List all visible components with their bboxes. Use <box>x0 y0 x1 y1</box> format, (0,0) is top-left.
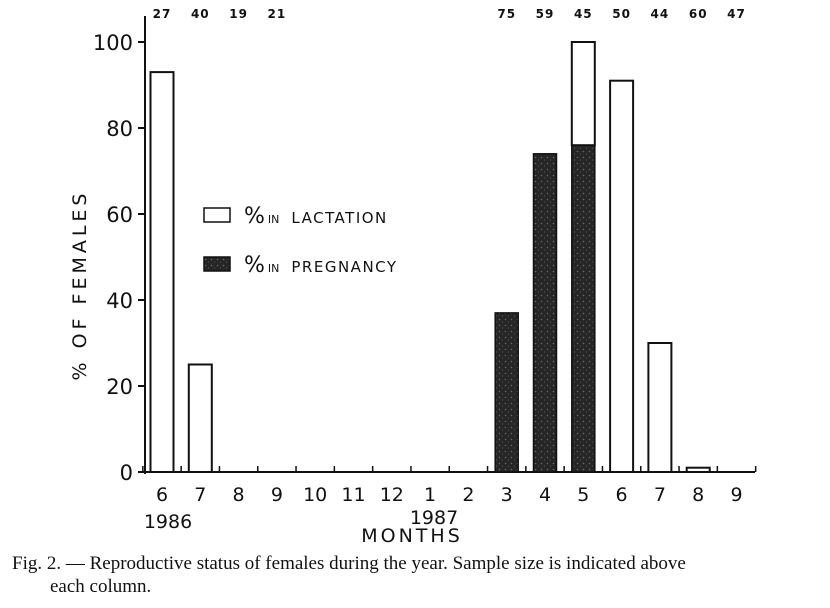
sample-size-label: 75 <box>497 7 516 21</box>
caption-line-1: Fig. 2. — Reproductive status of females… <box>12 553 686 574</box>
x-tick-label: 4 <box>539 484 551 506</box>
bar-lactation <box>647 342 673 473</box>
x-axis-title: MONTHS <box>361 525 463 547</box>
sample-size-label: 47 <box>727 7 746 21</box>
y-axis: 0 20 40 60 80 100 <box>93 16 146 485</box>
sample-size-label: 59 <box>536 7 555 21</box>
bar-lactation <box>149 71 175 473</box>
x-tick-label: 11 <box>341 484 365 506</box>
bar-pregnancy <box>571 144 596 473</box>
x-tick-label: 1 <box>424 484 436 506</box>
legend-label: % IN PREGNANCY <box>244 253 398 278</box>
y-axis-title: % OF FEMALES <box>69 190 91 381</box>
x-tick-label: 7 <box>194 484 206 506</box>
x-tick-label: 7 <box>654 484 666 506</box>
y-tick-label: 40 <box>106 289 133 313</box>
sample-size-label: 21 <box>268 7 287 21</box>
x-tick-label: 6 <box>156 484 168 506</box>
bar-lactation <box>187 363 213 473</box>
y-tick-label: 80 <box>106 117 133 141</box>
sample-size-label: 50 <box>612 7 631 21</box>
y-tick-label: 60 <box>106 203 133 227</box>
y-tick-label: 20 <box>106 375 133 399</box>
x-tick-label: 12 <box>380 484 404 506</box>
sample-size-label: 27 <box>153 7 172 21</box>
sample-size-label: 40 <box>191 7 210 21</box>
x-tick-label: 10 <box>303 484 327 506</box>
sample-size-label: 60 <box>689 7 708 21</box>
y-tick-label: 0 <box>120 461 133 485</box>
sample-size-label: 45 <box>574 7 593 21</box>
bar-lactation <box>685 466 711 474</box>
year-label: 1986 <box>144 511 192 533</box>
sample-size-label: 44 <box>651 7 670 21</box>
x-tick-label: 9 <box>271 484 283 506</box>
bars <box>149 41 711 474</box>
bar-pregnancy <box>494 312 519 473</box>
x-tick-label: 3 <box>501 484 513 506</box>
bar-pregnancy <box>532 153 558 473</box>
sample-size-label: 19 <box>229 7 248 21</box>
x-tick-label: 2 <box>462 484 474 506</box>
x-tick-label: 5 <box>577 484 589 506</box>
legend-swatch-lactation <box>203 207 231 223</box>
year-label: 1987 <box>410 507 458 529</box>
x-tick-label: 6 <box>616 484 628 506</box>
bar-lactation <box>570 41 596 147</box>
bar-lactation <box>609 79 635 473</box>
x-tick-label: 8 <box>233 484 245 506</box>
x-tick-label: 9 <box>730 484 742 506</box>
sample-size-labels: 27 40 19 21 75 59 45 50 44 60 47 <box>153 7 746 21</box>
legend: % IN LACTATION % IN PREGNANCY <box>203 204 398 278</box>
y-tick-label: 100 <box>93 31 133 55</box>
legend-label: % IN LACTATION <box>244 204 388 229</box>
x-tick-label: 8 <box>692 484 704 506</box>
figure-caption: Fig. 2. — Reproductive status of females… <box>12 552 818 598</box>
legend-swatch-pregnancy <box>203 256 231 272</box>
caption-line-2: each column. <box>50 576 152 597</box>
